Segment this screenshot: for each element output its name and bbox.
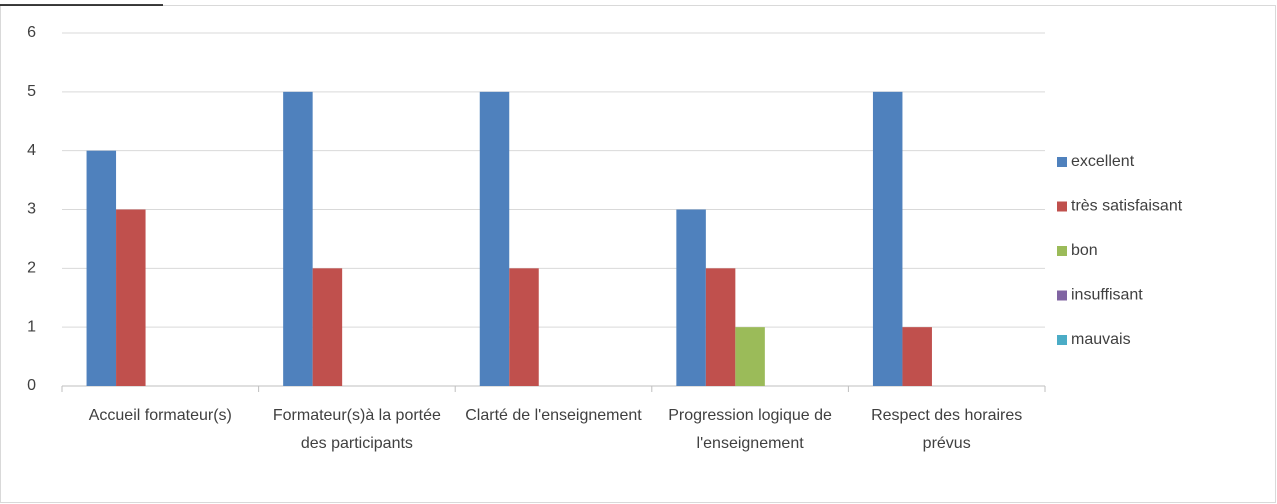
legend-label: mauvais (1071, 331, 1131, 348)
legend-swatch (1057, 335, 1067, 345)
x-tick-label: Respect des horaires prévus (871, 407, 1023, 452)
bar (86, 150, 117, 386)
bar (705, 268, 736, 386)
bar (283, 91, 313, 386)
legend-swatch (1057, 290, 1067, 301)
bar (676, 209, 706, 386)
y-tick-label: 1 (27, 318, 36, 335)
y-tick-label: 4 (27, 142, 36, 159)
bar (902, 327, 932, 386)
x-tick-label: Formateur(s)à la portée des participants (272, 407, 441, 452)
x-tick-label: Progression logique de l'enseignement (668, 407, 832, 452)
bar (116, 209, 146, 386)
bar (872, 91, 903, 386)
y-tick-label: 6 (27, 24, 36, 41)
legend-swatch (1057, 201, 1067, 212)
legend-label: insuffisant (1071, 287, 1143, 304)
legend-swatch (1057, 246, 1067, 256)
y-tick-label: 0 (27, 377, 36, 394)
bar (312, 268, 343, 386)
legend-swatch (1057, 157, 1067, 167)
bar (735, 327, 765, 386)
y-tick-label: 3 (27, 201, 36, 218)
legend-label: bon (1071, 242, 1098, 259)
bar (509, 268, 539, 386)
y-tick-label: 5 (27, 83, 36, 100)
chart-frame (0, 5, 1276, 503)
legend-label: très satisfaisant (1071, 198, 1183, 215)
y-tick-label: 2 (27, 260, 36, 277)
legend-label: excellent (1071, 153, 1135, 170)
x-tick-label: Accueil formateur(s) (88, 407, 232, 424)
x-tick-label: Clarté de l'enseignement (465, 407, 642, 424)
bar (479, 91, 510, 386)
